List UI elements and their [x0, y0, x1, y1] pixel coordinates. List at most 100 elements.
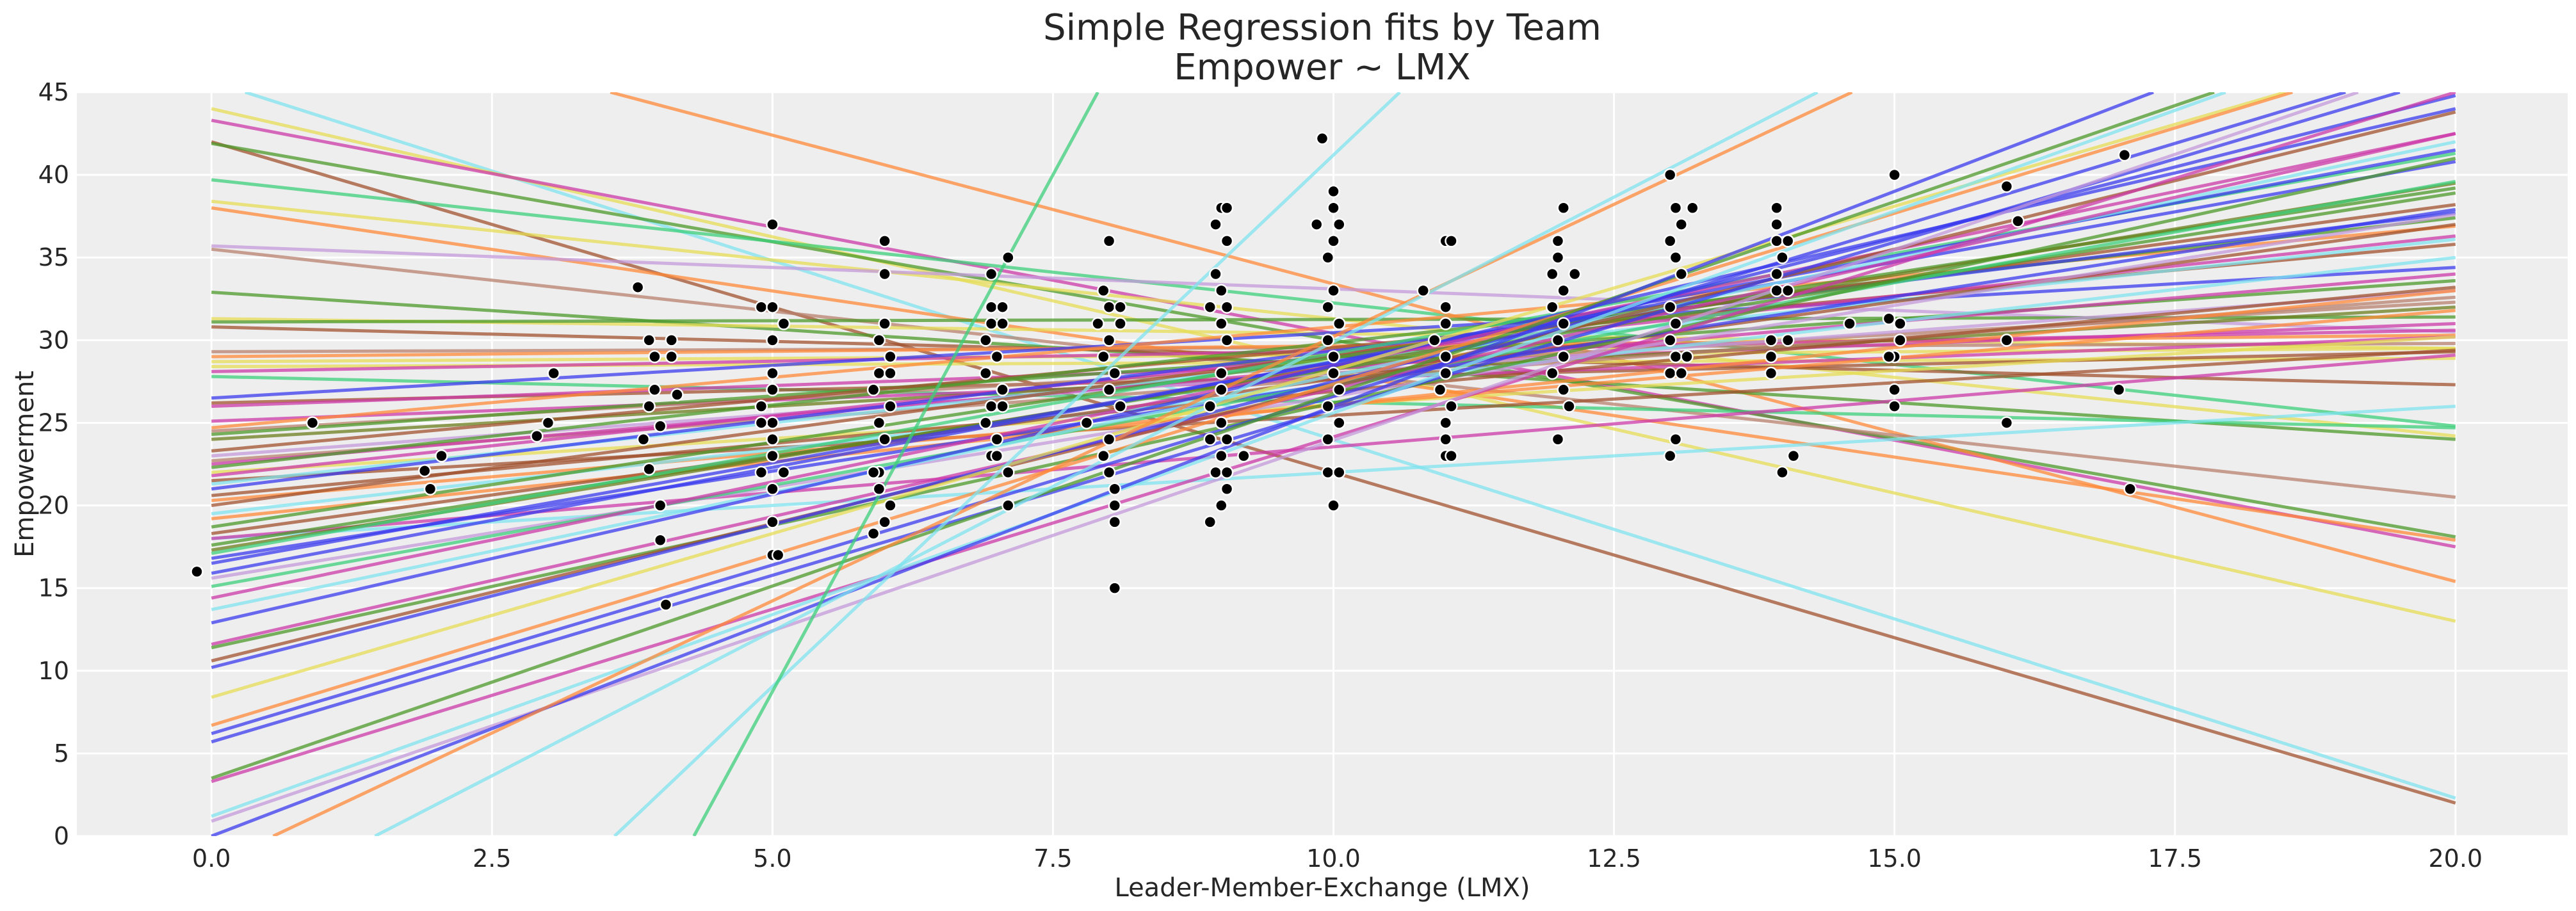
- data-point: [872, 416, 886, 430]
- fit-line: [211, 107, 2456, 625]
- data-point: [984, 317, 998, 330]
- data-point: [1215, 449, 1228, 463]
- data-point: [1209, 218, 1222, 231]
- data-point: [653, 533, 667, 547]
- data-point: [878, 234, 891, 248]
- data-point: [642, 334, 656, 347]
- data-point: [1215, 366, 1228, 380]
- data-point: [1562, 399, 1576, 413]
- data-point: [979, 334, 992, 347]
- data-point: [777, 465, 791, 480]
- data-point: [1445, 234, 1458, 248]
- data-point: [1674, 366, 1688, 380]
- data-point: [1770, 284, 1783, 298]
- data-point: [2000, 334, 2014, 347]
- data-point: [670, 388, 684, 401]
- data-point: [1551, 334, 1565, 347]
- data-point: [771, 548, 785, 562]
- data-point: [1108, 366, 1122, 380]
- data-point: [1321, 334, 1335, 347]
- data-point: [1843, 317, 1856, 330]
- data-point: [1102, 334, 1116, 347]
- data-point: [1786, 449, 1801, 463]
- data-point: [1445, 449, 1458, 463]
- y-tick-label: 45: [38, 78, 69, 106]
- data-point: [1327, 201, 1340, 215]
- data-point: [1888, 399, 1901, 413]
- data-point: [1220, 300, 1234, 314]
- data-point: [1781, 284, 1795, 298]
- data-point: [1669, 350, 1683, 364]
- data-point: [990, 433, 1004, 446]
- data-point: [1327, 284, 1340, 298]
- data-point: [1680, 350, 1694, 364]
- data-point: [1215, 383, 1228, 397]
- data-point: [1333, 465, 1346, 480]
- data-point: [636, 433, 651, 446]
- x-tick-label: 7.5: [1033, 844, 1072, 873]
- data-point: [1669, 317, 1683, 330]
- x-tick-label: 15.0: [1867, 844, 1922, 873]
- data-point: [1545, 267, 1559, 281]
- data-point: [417, 464, 432, 478]
- data-point: [1220, 433, 1234, 446]
- data-point: [1209, 267, 1222, 281]
- data-point: [2112, 383, 2126, 397]
- data-point: [1674, 218, 1688, 231]
- data-point: [979, 416, 992, 430]
- data-point: [2118, 148, 2132, 162]
- data-point: [1433, 383, 1447, 397]
- data-point: [1770, 218, 1783, 231]
- data-point: [1080, 416, 1094, 430]
- data-point: [1770, 234, 1783, 248]
- data-point: [777, 317, 791, 330]
- data-point: [766, 515, 779, 529]
- data-point: [1439, 416, 1452, 430]
- data-point: [766, 218, 779, 231]
- data-point: [1108, 515, 1122, 529]
- data-point: [754, 300, 768, 314]
- x-tick-label: 20.0: [2428, 844, 2483, 873]
- data-point: [1220, 465, 1234, 480]
- data-point: [1764, 350, 1778, 364]
- data-point: [1001, 465, 1015, 480]
- fit-line: [692, 92, 1099, 836]
- fit-line: [613, 92, 1401, 836]
- data-point: [1203, 399, 1217, 413]
- data-point: [1321, 250, 1335, 264]
- data-point: [866, 465, 880, 480]
- data-point: [1764, 334, 1778, 347]
- fit-line: [374, 92, 1819, 836]
- data-point: [766, 300, 779, 314]
- fit-line: [272, 92, 1853, 836]
- data-point: [1215, 416, 1228, 430]
- data-point: [1108, 581, 1122, 595]
- data-point: [665, 334, 678, 347]
- chart-title: Simple Regression fits by Team: [1043, 7, 1601, 49]
- data-point: [1557, 317, 1570, 330]
- x-axis-label: Leader-Member-Exchange (LMX): [1114, 873, 1530, 903]
- data-point: [1321, 433, 1335, 446]
- data-point: [305, 416, 320, 430]
- data-point: [754, 465, 768, 480]
- data-point: [665, 350, 678, 364]
- data-point: [884, 499, 897, 512]
- data-point: [1545, 366, 1559, 380]
- data-point: [1663, 168, 1677, 182]
- data-point: [1557, 201, 1570, 215]
- data-point: [2011, 214, 2025, 228]
- data-point: [754, 416, 768, 430]
- data-point: [979, 366, 992, 380]
- data-point: [648, 383, 661, 397]
- data-point: [878, 515, 891, 529]
- data-point: [1781, 334, 1795, 347]
- data-point: [1439, 433, 1452, 446]
- y-tick-label: 40: [38, 161, 69, 189]
- data-point: [1663, 449, 1677, 463]
- data-point: [872, 482, 886, 496]
- data-point: [1102, 234, 1116, 248]
- data-point: [1893, 317, 1907, 330]
- data-point: [872, 366, 886, 380]
- data-point: [1551, 433, 1565, 446]
